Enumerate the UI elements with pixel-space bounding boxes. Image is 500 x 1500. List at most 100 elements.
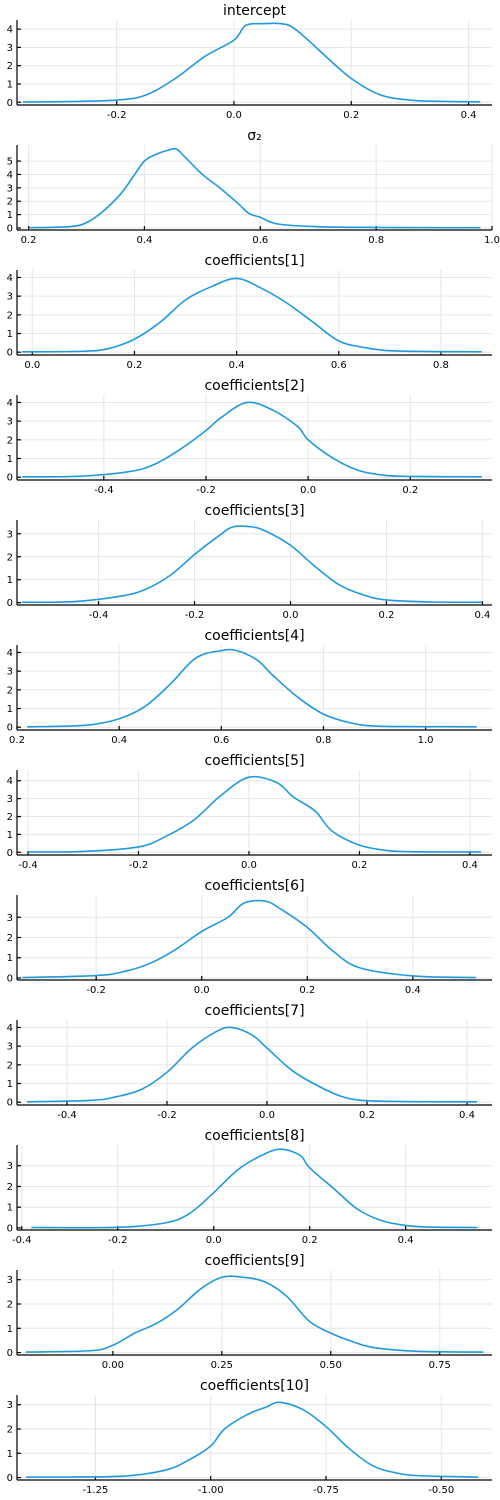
x-tick-label: 0.8 [315, 735, 331, 746]
chart-title: coefficients[7] [204, 1003, 304, 1019]
x-tick-label: 0.4 [229, 360, 245, 371]
y-tick-label: 1 [7, 1079, 13, 1090]
density-panel: coefficients[1] 0.0 0.2 0.4 0.6 0.8 0 1 2 3 4 [0, 250, 500, 375]
x-tick-label: 0.0 [283, 610, 299, 621]
x-tick-label: -0.4 [18, 860, 38, 871]
y-tick-label: 3 [7, 1275, 13, 1286]
y-tick-label: 0 [7, 1473, 13, 1484]
x-tick-label: 0.0 [241, 860, 257, 871]
x-tick-label: 0.75 [429, 1360, 451, 1371]
chart-title: coefficients[8] [204, 1128, 304, 1144]
y-tick-label: 3 [7, 417, 13, 428]
x-tick-label: 0.0 [259, 1110, 275, 1121]
y-tick-label: 0 [7, 1223, 13, 1234]
x-tick-label: -0.2 [86, 985, 106, 996]
y-tick-label: 4 [7, 1023, 13, 1034]
y-tick-label: 0 [7, 1098, 13, 1109]
density-line [28, 775, 481, 853]
density-chart: coefficients[9] 0.00 0.25 0.50 0.75 0 1 2 3 [7, 1253, 492, 1371]
y-tick-label: 0 [7, 848, 13, 859]
density-panel: coefficients[6] -0.2 0.0 0.2 0.4 0 1 2 3 [0, 875, 500, 1000]
density-panel: coefficients[5] -0.4 -0.2 0.0 0.2 0.4 0 1 2 3 4 [0, 750, 500, 875]
x-tick-label: 0.25 [211, 1360, 233, 1371]
y-tick-label: 2 [7, 197, 13, 208]
y-tick-label: 0 [7, 598, 13, 609]
chart-title: coefficients[5] [204, 753, 304, 769]
density-line [28, 147, 481, 229]
y-tick-label: 4 [7, 398, 13, 409]
x-tick-label: -0.4 [94, 485, 114, 496]
y-tick-label: 1 [7, 454, 13, 465]
density-chart: σ₂ 0.2 0.4 0.6 0.8 1.0 0 1 2 3 4 5 [7, 128, 500, 246]
chart-title: coefficients[3] [204, 503, 304, 519]
y-tick-label: 2 [7, 1300, 13, 1311]
y-tick-label: 3 [7, 183, 13, 194]
y-tick-label: 3 [7, 529, 13, 540]
chart-title: coefficients[1] [204, 253, 304, 269]
y-tick-label: 2 [7, 933, 13, 944]
x-tick-label: 1.0 [484, 235, 500, 246]
x-tick-label: 0.6 [331, 360, 347, 371]
chart-title: coefficients[10] [200, 1378, 309, 1394]
x-tick-label: 0.4 [111, 735, 127, 746]
y-tick-label: 3 [7, 1400, 13, 1411]
density-line [21, 525, 483, 604]
x-tick-label: 0.6 [213, 735, 229, 746]
y-tick-label: 1 [7, 1203, 13, 1214]
x-tick-label: -0.50 [428, 1485, 454, 1496]
y-tick-label: 1 [7, 1324, 13, 1335]
x-tick-label: 0.4 [398, 1235, 414, 1246]
x-tick-label: -0.2 [196, 485, 216, 496]
x-tick-label: 0.2 [402, 485, 418, 496]
x-tick-label: 0.0 [300, 485, 316, 496]
x-tick-label: -0.4 [12, 1235, 32, 1246]
density-line [22, 22, 481, 103]
x-tick-label: -0.4 [89, 610, 109, 621]
y-tick-label: 1 [7, 953, 13, 964]
density-chart: coefficients[2] -0.4 -0.2 0.0 0.2 0 1 2 3 4 [7, 378, 492, 496]
y-tick-label: 2 [7, 435, 13, 446]
density-chart: coefficients[3] -0.4 -0.2 0.0 0.2 0.4 0 1 2 3 [7, 503, 492, 621]
x-tick-label: 0.2 [127, 360, 143, 371]
x-tick-label: 0.4 [474, 610, 490, 621]
x-tick-label: 0.0 [24, 360, 40, 371]
x-tick-label: -0.75 [313, 1485, 339, 1496]
x-tick-label: -0.4 [57, 1110, 77, 1121]
y-tick-label: 4 [7, 273, 13, 284]
x-tick-label: 0.4 [461, 110, 477, 121]
x-tick-label: 0.2 [21, 235, 37, 246]
density-panel: coefficients[8] -0.4 -0.2 0.0 0.2 0.4 0 1 2 3 [0, 1125, 500, 1250]
chart-title: coefficients[6] [204, 878, 304, 894]
x-tick-label: -0.2 [129, 860, 149, 871]
density-panel: coefficients[7] -0.4 -0.2 0.0 0.2 0.4 0 1 2 3 4 [0, 1000, 500, 1125]
density-panel: coefficients[2] -0.4 -0.2 0.0 0.2 0 1 2 3 4 [0, 375, 500, 500]
density-chart: coefficients[5] -0.4 -0.2 0.0 0.2 0.4 0 1 2 3 4 [7, 753, 492, 871]
density-chart: coefficients[1] 0.0 0.2 0.4 0.6 0.8 0 1 2 3 4 [7, 253, 492, 371]
y-tick-label: 1 [7, 79, 13, 90]
y-tick-label: 2 [7, 310, 13, 321]
y-tick-label: 3 [7, 1161, 13, 1172]
density-panel: coefficients[4] 0.2 0.4 0.6 0.8 1.0 0 1 2 3 4 [0, 625, 500, 750]
density-chart: intercept -0.2 0.0 0.2 0.4 0 1 2 3 4 [7, 3, 492, 121]
x-tick-label: 0.0 [226, 110, 242, 121]
y-tick-label: 3 [7, 667, 13, 678]
x-tick-label: 0.2 [359, 1110, 375, 1121]
y-tick-label: 2 [7, 685, 13, 696]
x-tick-label: 0.8 [368, 235, 384, 246]
y-tick-label: 0 [7, 723, 13, 734]
density-chart: coefficients[6] -0.2 0.0 0.2 0.4 0 1 2 3 [7, 878, 492, 996]
x-tick-label: 0.0 [206, 1235, 222, 1246]
density-line [22, 277, 482, 353]
density-chart: coefficients[7] -0.4 -0.2 0.0 0.2 0.4 0 1 2 3 4 [7, 1003, 492, 1121]
density-panel: σ₂ 0.2 0.4 0.6 0.8 1.0 0 1 2 3 4 5 [0, 125, 500, 250]
y-tick-label: 3 [7, 43, 13, 54]
density-line [26, 1026, 478, 1103]
density-panel: intercept -0.2 0.0 0.2 0.4 0 1 2 3 4 [0, 0, 500, 125]
x-tick-label: 0.8 [433, 360, 449, 371]
density-panel: coefficients[10] -1.25 -1.00 -0.75 -0.50 0 1 2 3 [0, 1375, 500, 1500]
y-tick-label: 3 [7, 1042, 13, 1053]
x-tick-label: 0.6 [252, 235, 268, 246]
y-tick-label: 4 [7, 170, 13, 181]
y-tick-label: 2 [7, 812, 13, 823]
density-panel: coefficients[3] -0.4 -0.2 0.0 0.2 0.4 0 1 2 3 [0, 500, 500, 625]
